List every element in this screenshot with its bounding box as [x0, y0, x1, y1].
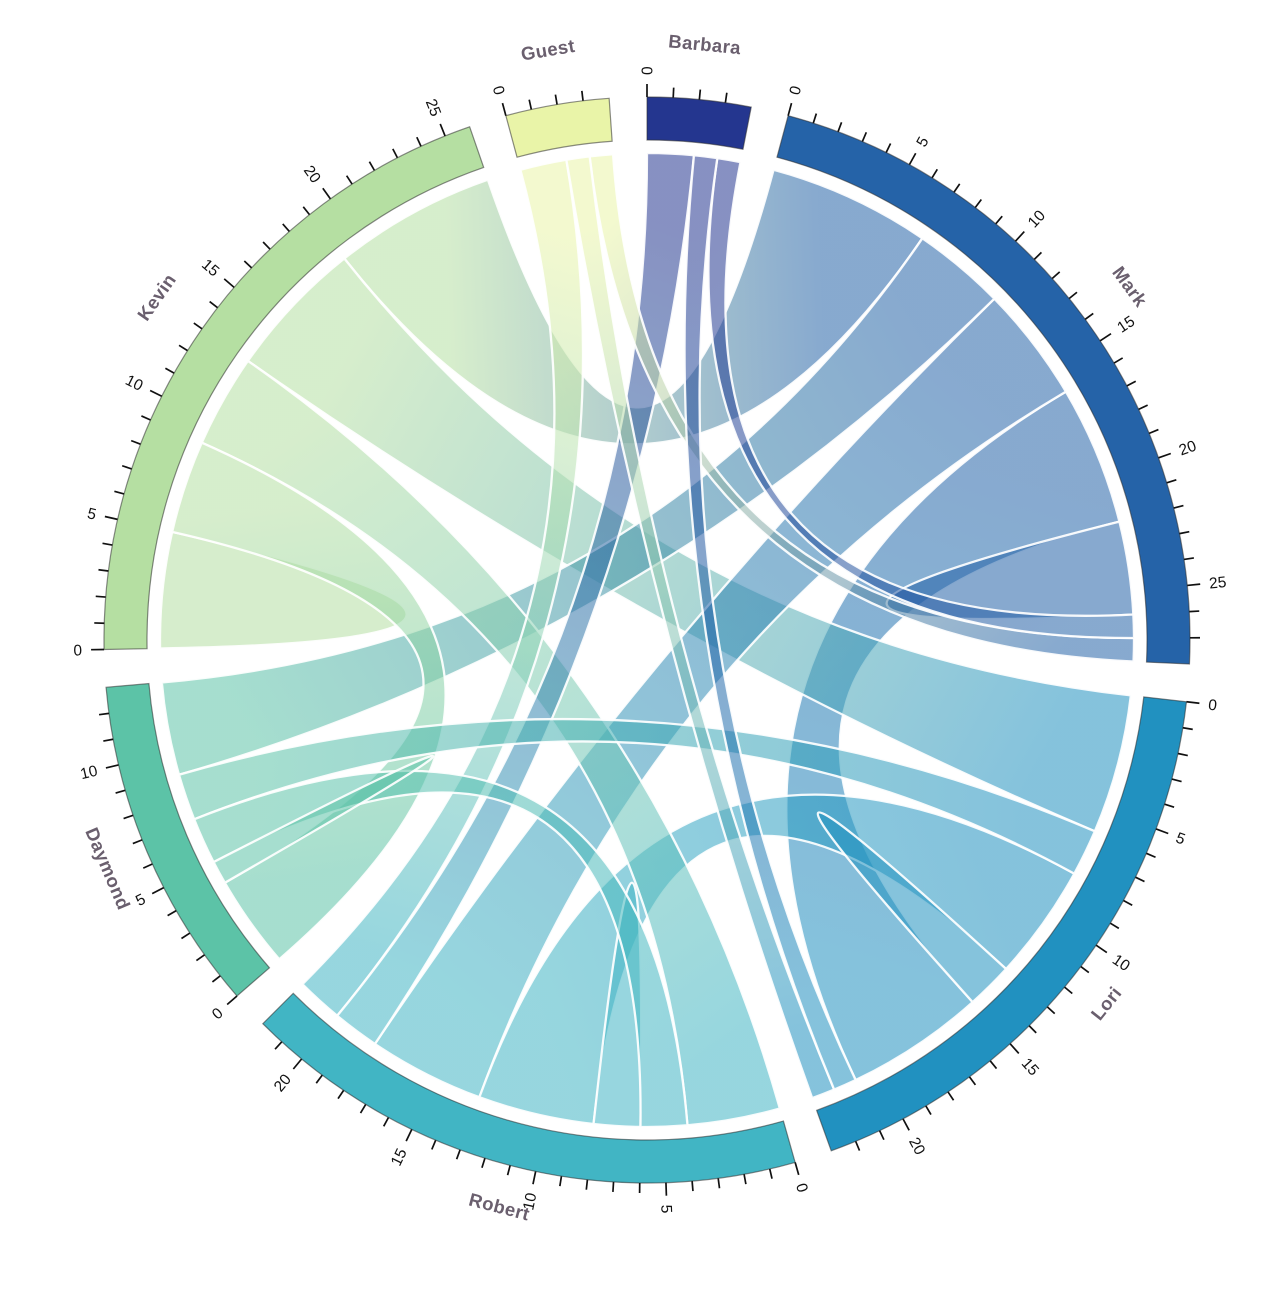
tick-label: 5	[657, 1204, 674, 1213]
label-Mark: Mark	[1108, 262, 1152, 311]
tick-label: 15	[1018, 1055, 1042, 1079]
tick-label: 5	[133, 891, 148, 910]
arc-Mark[interactable]	[776, 114, 1191, 665]
arcs-layer	[103, 96, 1191, 1184]
tick-label: 10	[122, 372, 145, 395]
ribbon-Barbara-Lori[interactable]	[683, 154, 857, 1091]
label-Lori: Lori	[1087, 982, 1126, 1024]
arc-Robert[interactable]	[261, 992, 796, 1184]
arc-Guest[interactable]	[505, 97, 613, 158]
label-Daymond: Daymond	[81, 824, 134, 912]
tick-label: 0	[209, 1004, 227, 1023]
ticks-Lori: 0 5 10 15 20	[854, 697, 1218, 1159]
tick-label: 25	[1208, 574, 1227, 593]
ticks-Mark: 0 5 10 15 20 25	[787, 84, 1227, 639]
ticks-Barbara: 0	[639, 66, 728, 103]
tick-label: 0	[73, 642, 82, 659]
tick-label: 0	[489, 84, 508, 97]
tick-label: 10	[1109, 951, 1133, 975]
arc-Lori[interactable]	[815, 696, 1188, 1152]
ribbon-Daymond-Daymond[interactable]	[212, 754, 435, 884]
ribbon-Lori-Lori[interactable]	[816, 811, 1008, 1004]
tick-label: 15	[1114, 313, 1138, 337]
tick-label: 20	[271, 1071, 295, 1095]
tick-label: 20	[1177, 437, 1199, 459]
tick-label: 20	[905, 1135, 928, 1159]
arc-Daymond[interactable]	[105, 682, 271, 997]
label-Barbara: Barbara	[667, 30, 742, 58]
tick-label: 10	[520, 1191, 540, 1212]
tick-label: 10	[79, 763, 100, 784]
tick-label: 20	[300, 163, 324, 187]
tick-label: 5	[913, 134, 932, 150]
tick-label: 15	[198, 256, 222, 280]
ribbon-Barbara-Robert[interactable]	[336, 151, 696, 1046]
tick-label: 0	[1207, 697, 1218, 715]
ribbon-Barbara-Mark[interactable]	[707, 156, 1136, 640]
tick-label: 10	[1025, 207, 1049, 231]
ribbons-layer	[158, 151, 1136, 1129]
tick-label: 15	[388, 1146, 411, 1169]
tick-label: 5	[86, 505, 98, 523]
tick-label: 0	[787, 84, 806, 97]
tick-label: 5	[1173, 830, 1187, 849]
arc-Kevin[interactable]	[103, 126, 485, 651]
label-Guest: Guest	[519, 35, 576, 65]
label-Kevin: Kevin	[133, 270, 180, 325]
tick-label: 25	[422, 97, 444, 119]
arc-Barbara[interactable]	[646, 96, 752, 151]
tick-label: 0	[639, 66, 656, 75]
tick-label: 0	[792, 1182, 811, 1195]
